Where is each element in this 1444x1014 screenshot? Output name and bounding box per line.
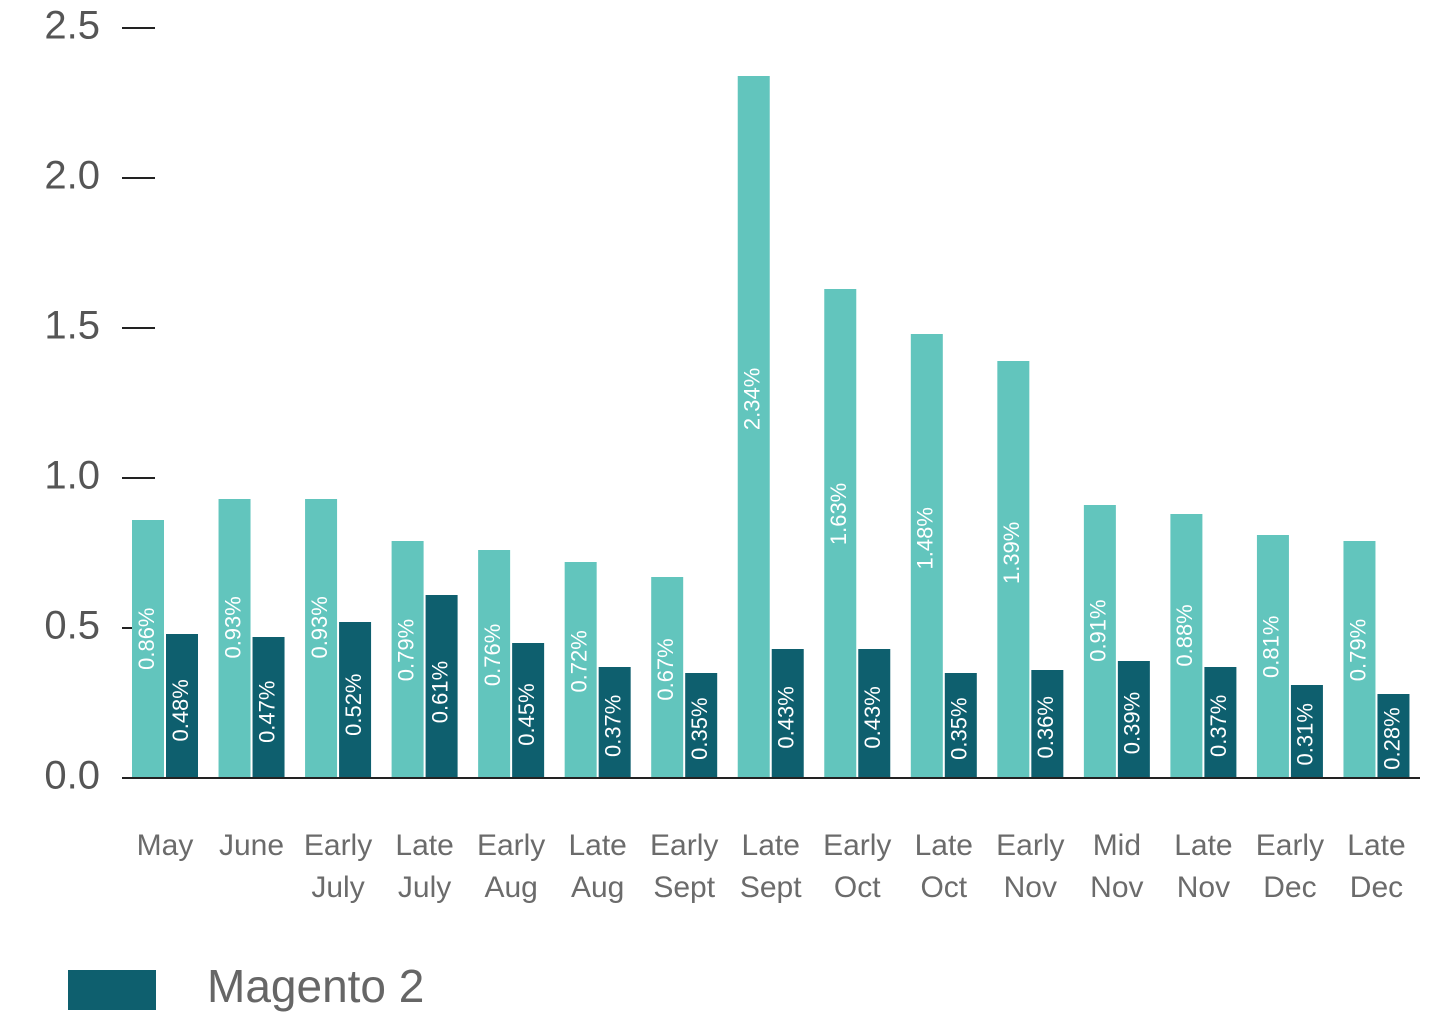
bar (944, 673, 977, 778)
x-tick-label: June (219, 829, 284, 862)
bar (651, 577, 684, 778)
x-tick-label: Late (568, 829, 626, 862)
bar (132, 520, 164, 778)
value-label: 0.93% (307, 596, 332, 658)
value-label: 0.31% (1293, 703, 1318, 765)
value-label: 0.79% (393, 619, 418, 681)
bar (425, 595, 458, 778)
x-tick-label: Oct (920, 871, 967, 904)
value-label: 0.93% (220, 596, 245, 658)
bar (910, 334, 943, 778)
value-label: 0.88% (1172, 604, 1197, 666)
bar (1290, 685, 1323, 778)
x-tick-label: Aug (484, 871, 537, 904)
value-label: 0.91% (1086, 599, 1111, 661)
value-label: 0.43% (860, 686, 885, 748)
x-tick-label: Sept (653, 871, 715, 904)
bar (824, 289, 857, 778)
x-tick-label: Dec (1350, 871, 1403, 904)
bar (1117, 661, 1150, 778)
bar (252, 637, 285, 778)
bar (1083, 505, 1116, 778)
x-tick-label: July (398, 871, 451, 904)
x-tick-label: Nov (1004, 871, 1057, 904)
bar (305, 499, 338, 778)
x-tick-label: Early (823, 829, 891, 862)
bar (564, 562, 597, 778)
value-label: 1.39% (999, 522, 1024, 584)
value-label: 0.67% (653, 638, 678, 700)
x-tick-label: Nov (1090, 871, 1143, 904)
x-tick-label: Early (1256, 829, 1324, 862)
bar (1256, 535, 1289, 778)
value-label: 0.76% (480, 624, 505, 686)
value-label: 0.43% (774, 686, 799, 748)
x-tick-label: Oct (834, 871, 881, 904)
x-tick-label: Early (304, 829, 372, 862)
bar (858, 649, 891, 778)
x-tick-label: July (311, 871, 364, 904)
bar (598, 667, 631, 778)
value-label: 0.61% (427, 661, 452, 723)
value-label: 2.34% (740, 368, 765, 430)
value-label: 0.79% (1345, 619, 1370, 681)
value-label: 0.72% (566, 630, 591, 692)
legend-swatch (68, 970, 156, 1010)
bar (1377, 694, 1410, 778)
x-tick-label: Late (1347, 829, 1405, 862)
y-tick-label: 2.5 (44, 4, 100, 48)
value-label: 0.39% (1120, 692, 1145, 754)
y-tick-label: 0.0 (44, 754, 100, 798)
value-label: 0.47% (254, 681, 279, 743)
x-tick-label: Dec (1263, 871, 1316, 904)
value-label: 0.86% (134, 607, 159, 669)
bar (1031, 670, 1064, 778)
bar (218, 499, 251, 778)
bar (478, 550, 511, 778)
value-label: 0.35% (947, 697, 972, 759)
x-tick-label: Nov (1177, 871, 1230, 904)
value-label: 0.37% (1206, 695, 1231, 757)
bar (997, 361, 1030, 778)
y-tick-label: 1.0 (44, 454, 100, 498)
value-label: 0.37% (600, 695, 625, 757)
x-tick-label: Early (996, 829, 1064, 862)
x-tick-label: Sept (740, 871, 802, 904)
x-tick-label: May (137, 829, 194, 862)
value-label: 1.48% (913, 507, 938, 569)
bar (391, 541, 424, 778)
bar (1204, 667, 1237, 778)
value-label: 0.52% (341, 673, 366, 735)
bar (771, 649, 804, 778)
x-tick-label: Late (742, 829, 800, 862)
x-tick-label: Aug (571, 871, 624, 904)
value-label: 0.28% (1379, 707, 1404, 769)
x-tick-label: Late (1174, 829, 1232, 862)
bar (512, 643, 545, 778)
bar (339, 622, 372, 778)
value-label: 0.45% (514, 683, 539, 745)
value-label: 0.48% (168, 679, 193, 741)
x-tick-label: Late (395, 829, 453, 862)
x-tick-label: Early (650, 829, 718, 862)
value-label: 1.63% (826, 483, 851, 545)
value-label: 0.81% (1259, 616, 1284, 678)
y-tick-label: 1.5 (44, 304, 100, 348)
x-tick-label: Late (915, 829, 973, 862)
value-label: 0.35% (687, 697, 712, 759)
bar (685, 673, 718, 778)
y-tick-label: 2.0 (44, 154, 100, 198)
y-tick-label: 0.5 (44, 604, 100, 648)
bar (737, 76, 770, 778)
x-tick-label: Early (477, 829, 545, 862)
x-tick-label: Mid (1093, 829, 1141, 862)
value-label: 0.36% (1033, 696, 1058, 758)
legend-label: Magento 2 (207, 960, 424, 1012)
bar (1343, 541, 1376, 778)
bar (166, 634, 198, 778)
bar (1170, 514, 1203, 778)
